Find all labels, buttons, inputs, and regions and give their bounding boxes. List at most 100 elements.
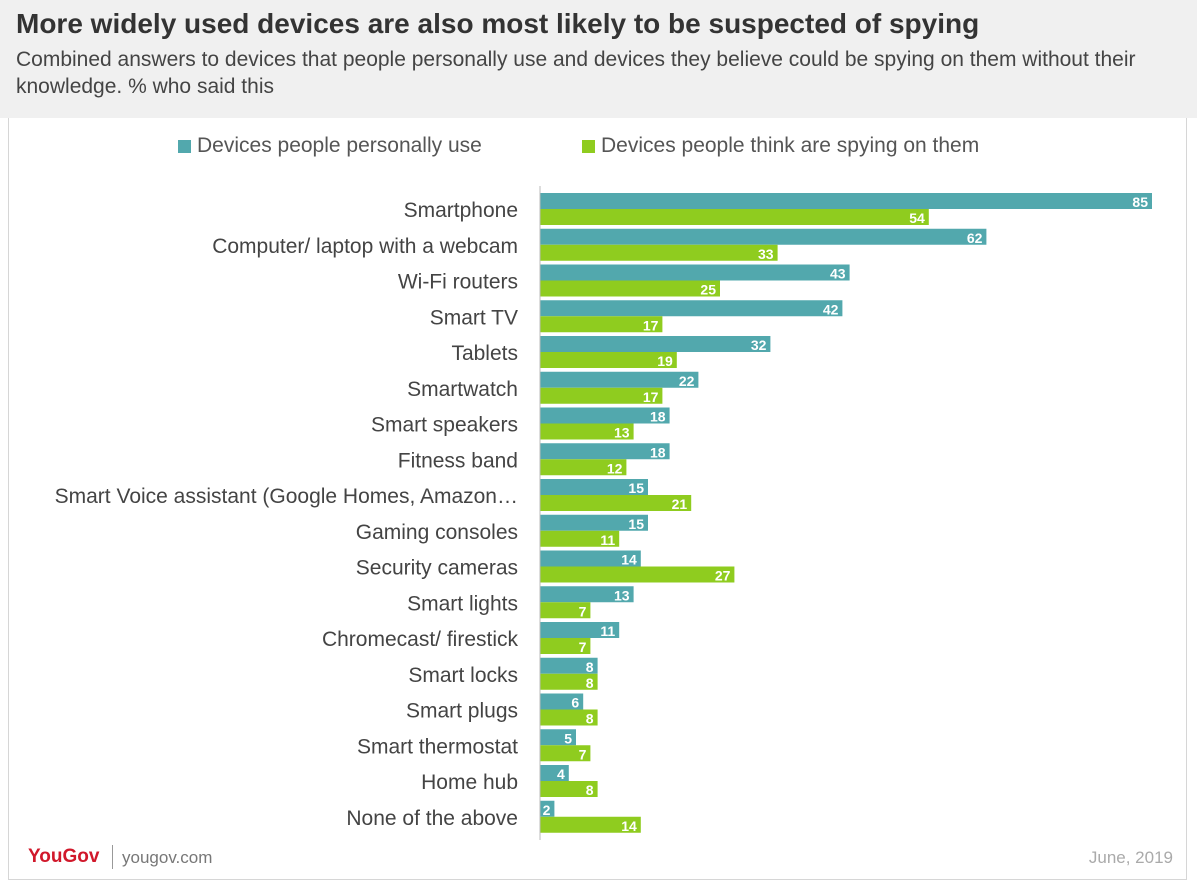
- data-label-spying: 54: [909, 210, 925, 226]
- data-label-personally-use: 11: [600, 623, 615, 639]
- chart-subtitle: Combined answers to devices that people …: [16, 48, 1136, 98]
- bar-spying: [540, 566, 735, 583]
- category-label: Tablets: [451, 342, 518, 365]
- bar-spying: [540, 673, 598, 690]
- bar-personally-use: [540, 479, 648, 495]
- data-label-spying: 19: [657, 353, 673, 369]
- data-label-spying: 8: [586, 675, 594, 691]
- category-label: Smart TV: [430, 306, 518, 329]
- category-label: Smart speakers: [371, 414, 518, 437]
- bar-personally-use: [540, 371, 699, 388]
- category-label: Smart Voice assistant (Google Homes, Ama…: [55, 485, 518, 508]
- data-label-spying: 14: [621, 818, 637, 834]
- category-label: Smartwatch: [407, 378, 518, 401]
- data-label-personally-use: 5: [564, 730, 572, 746]
- bar-personally-use: [540, 336, 771, 352]
- data-label-spying: 33: [758, 246, 774, 262]
- bar-spying: [540, 816, 641, 833]
- bar-spying: [540, 316, 663, 333]
- chart-frame: [8, 118, 1187, 880]
- bar-spying: [540, 209, 929, 225]
- category-label: Gaming consoles: [356, 521, 518, 544]
- bar-spying: [540, 423, 634, 440]
- data-label-spying: 11: [600, 532, 615, 548]
- bar-spying: [540, 387, 663, 404]
- legend-label-personally-use: Devices people personally use: [197, 134, 482, 157]
- data-label-personally-use: 15: [628, 480, 644, 496]
- category-label: Home hub: [421, 771, 518, 794]
- data-label-spying: 13: [614, 425, 630, 441]
- data-label-personally-use: 62: [967, 230, 983, 246]
- bar-spying: [540, 745, 591, 762]
- bar-personally-use: [540, 264, 850, 281]
- data-label-personally-use: 8: [586, 659, 594, 675]
- yougov-logo: YouGov: [28, 846, 100, 867]
- category-label: Wi-Fi routers: [398, 271, 518, 294]
- data-label-spying: 7: [579, 639, 587, 655]
- chart-title: More widely used devices are also most l…: [16, 8, 980, 39]
- data-label-personally-use: 6: [571, 695, 579, 711]
- bar-personally-use: [540, 443, 670, 460]
- bar-spying: [540, 638, 591, 654]
- data-label-personally-use: 13: [614, 587, 630, 603]
- bar-personally-use: [540, 300, 843, 317]
- legend-swatch-personally-use: [178, 139, 191, 153]
- legend-item-spying: Devices people think are spying on them: [582, 132, 979, 160]
- category-label: Smartphone: [404, 199, 518, 222]
- data-label-spying: 12: [607, 460, 623, 476]
- bar-personally-use: [540, 193, 1152, 209]
- category-label: Computer/ laptop with a webcam: [212, 235, 518, 258]
- bar-personally-use: [540, 800, 555, 817]
- data-label-personally-use: 22: [679, 373, 695, 389]
- data-label-personally-use: 2: [543, 802, 551, 818]
- data-label-personally-use: 42: [823, 301, 839, 317]
- category-label: Smart locks: [408, 664, 518, 687]
- bar-spying: [540, 495, 692, 511]
- data-label-spying: 8: [586, 711, 594, 727]
- data-label-spying: 7: [579, 746, 587, 762]
- category-label: Smart plugs: [406, 700, 518, 723]
- footer-url: yougov.com: [122, 848, 213, 867]
- footer-date: June, 2019: [1088, 848, 1173, 867]
- bar-personally-use: [540, 693, 584, 710]
- data-label-personally-use: 4: [557, 766, 565, 782]
- bar-personally-use: [540, 622, 620, 638]
- bar-spying: [540, 781, 598, 797]
- bar-spying: [540, 280, 720, 297]
- bar-personally-use: [540, 729, 576, 746]
- category-label: Smart lights: [407, 592, 518, 615]
- bar-personally-use: [540, 228, 987, 245]
- bar-spying: [540, 530, 620, 547]
- data-label-personally-use: 32: [751, 337, 767, 353]
- bar-spying: [540, 709, 598, 726]
- data-label-spying: 17: [643, 389, 659, 405]
- data-label-spying: 27: [715, 568, 731, 584]
- data-label-personally-use: 18: [650, 409, 666, 425]
- data-label-spying: 25: [700, 282, 716, 298]
- category-label: None of the above: [346, 807, 518, 830]
- bar-personally-use: [540, 514, 648, 531]
- data-label-spying: 17: [643, 317, 659, 333]
- data-label-spying: 8: [586, 782, 594, 798]
- data-label-personally-use: 85: [1132, 194, 1148, 210]
- data-label-personally-use: 14: [621, 552, 637, 568]
- bar-spying: [540, 244, 778, 261]
- bar-spying: [540, 352, 677, 368]
- category-label: Fitness band: [398, 449, 518, 472]
- category-label: Smart thermostat: [357, 735, 518, 758]
- footer-divider: [112, 845, 113, 869]
- data-label-personally-use: 15: [628, 516, 644, 532]
- data-label-personally-use: 18: [650, 444, 666, 460]
- bar-personally-use: [540, 586, 634, 603]
- bar-personally-use: [540, 550, 641, 567]
- legend-swatch-spying: [582, 139, 595, 153]
- data-label-spying: 7: [579, 603, 587, 619]
- category-label: Security cameras: [356, 557, 518, 580]
- data-label-spying: 21: [672, 496, 688, 512]
- bar-spying: [540, 459, 627, 476]
- legend-label-spying: Devices people think are spying on them: [601, 134, 980, 157]
- bar-personally-use: [540, 765, 569, 781]
- header-panel: More widely used devices are also most l…: [0, 0, 1197, 118]
- legend-item-personally-use: Devices people personally use: [178, 132, 482, 160]
